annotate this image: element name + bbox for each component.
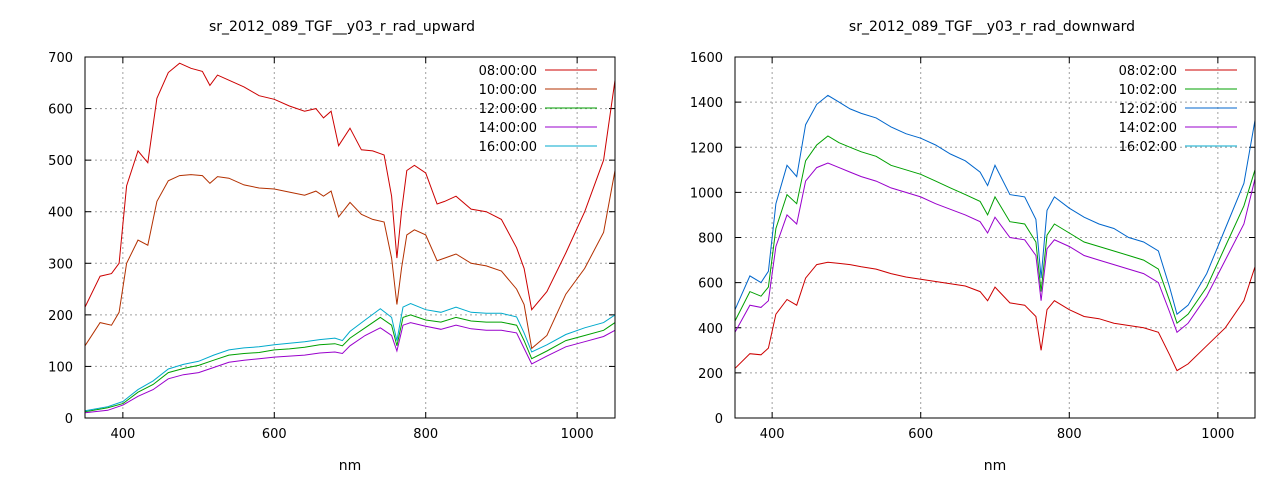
y-tick-label: 0	[65, 412, 73, 427]
x-axis-label: nm	[339, 458, 362, 474]
series-line-1	[85, 62, 615, 311]
legend-label: 08:02:00	[1119, 64, 1177, 79]
y-tick-label: 700	[48, 51, 73, 66]
plot-frame	[84, 56, 616, 419]
y-tick-label: 800	[698, 232, 723, 247]
legend-label: 12:02:00	[1119, 102, 1177, 117]
series-group	[735, 94, 1255, 372]
legend-label: 14:00:00	[479, 121, 537, 136]
chart-1: sr_2012_089_TGF__y03_r_rad_upward 400 600 8…	[48, 19, 616, 474]
chart-title: sr_2012_089_TGF__y03_r_rad_downward	[849, 19, 1135, 35]
series-line-2	[735, 135, 1255, 325]
x-axis-label: nm	[984, 458, 1007, 474]
legend: 08:00:00 10:00:00 12:00:00 14:00:00 16:00:00	[479, 64, 597, 155]
y-tick-label: 1200	[690, 141, 723, 156]
x-tick-label: 400	[760, 427, 785, 442]
y-tick-label: 100	[48, 360, 73, 375]
plot-frame	[734, 56, 1256, 419]
series-line-4	[735, 162, 1255, 334]
y-tick-label: 1000	[690, 186, 723, 201]
y-tick-label: 400	[48, 206, 73, 221]
x-tick-label: 1000	[1201, 427, 1234, 442]
y-tick-label: 600	[698, 277, 723, 292]
x-tick-label: 600	[908, 427, 933, 442]
legend-label: 12:00:00	[479, 102, 537, 117]
y-tick-label: 200	[698, 367, 723, 382]
legend: 08:02:00 10:02:00 12:02:00 14:02:00 16:02:00	[1119, 64, 1237, 155]
legend-label: 16:00:00	[479, 140, 537, 155]
y-tick-label: 400	[698, 322, 723, 337]
legend-label: 08:00:00	[479, 64, 537, 79]
y-tick-label: 200	[48, 309, 73, 324]
x-tick-label: 1000	[561, 427, 594, 442]
series-line-5	[85, 302, 615, 412]
x-tick-label: 400	[110, 427, 135, 442]
x-tick-label: 600	[262, 427, 287, 442]
y-tick-label: 0	[715, 412, 723, 427]
y-tick-label: 600	[48, 103, 73, 118]
chart-2: sr_2012_089_TGF__y03_r_rad_downward 400 60…	[690, 19, 1256, 474]
legend-label: 10:02:00	[1119, 83, 1177, 98]
y-tick-label: 1400	[690, 96, 723, 111]
series-line-3	[85, 314, 615, 413]
series-line-4	[85, 322, 615, 414]
x-tick-label: 800	[413, 427, 438, 442]
series-group	[85, 62, 615, 414]
x-tick-label: 800	[1057, 427, 1082, 442]
legend-label: 16:02:00	[1119, 140, 1177, 155]
chart-title: sr_2012_089_TGF__y03_r_rad_upward	[209, 19, 475, 35]
series-line-2	[85, 170, 615, 350]
legend-label: 14:02:00	[1119, 121, 1177, 136]
y-tick-label: 1600	[690, 51, 723, 66]
series-line-3	[735, 94, 1255, 316]
legend-label: 10:00:00	[479, 83, 537, 98]
series-line-1	[735, 261, 1255, 372]
y-tick-label: 500	[48, 154, 73, 169]
y-tick-label: 300	[48, 257, 73, 272]
